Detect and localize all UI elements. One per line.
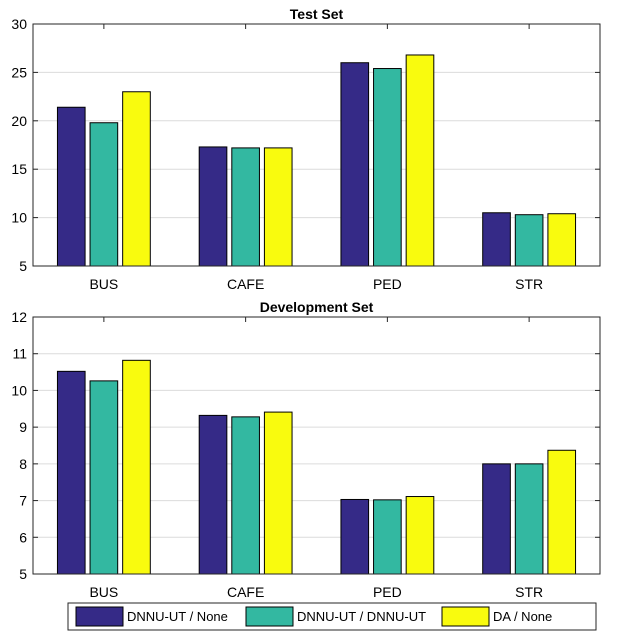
bar-bus-series-2 <box>89 380 119 575</box>
y-tick-label: 30 <box>11 16 27 32</box>
bar-cafe-series-1 <box>198 146 228 267</box>
y-tick-label: 11 <box>12 346 27 362</box>
y-tick-label: 6 <box>19 529 27 545</box>
legend-label-1: DNNU-UT / None <box>127 609 228 624</box>
y-tick-label: 7 <box>19 493 27 509</box>
axes-border <box>32 23 601 267</box>
y-tick-label: 20 <box>11 113 27 129</box>
x-tick-label: BUS <box>89 584 118 600</box>
bar-bus-series-1 <box>56 370 86 575</box>
bar-ped-series-2 <box>373 68 402 267</box>
bar-ped-series-1 <box>340 62 370 267</box>
legend-box <box>67 602 597 631</box>
bar-str-series-2 <box>514 214 544 267</box>
bar-bus-series-2 <box>89 122 119 267</box>
y-tick-label: 8 <box>19 456 27 472</box>
legend-label-3: DA / None <box>493 609 552 624</box>
bar-str-series-2 <box>514 463 544 575</box>
bar-ped-series-3 <box>405 496 435 575</box>
bar-cafe-series-2 <box>231 416 260 575</box>
y-tick-label: 10 <box>11 382 27 398</box>
bar-ped-series-3 <box>405 54 435 267</box>
x-tick-label: STR <box>515 584 543 600</box>
axes-border <box>32 316 601 575</box>
y-tick-label: 5 <box>19 258 27 274</box>
legend-swatch-2 <box>245 606 294 627</box>
bar-str-series-1 <box>482 463 511 575</box>
bar-str-series-3 <box>547 449 577 575</box>
x-tick-label: BUS <box>89 276 118 292</box>
y-tick-label: 9 <box>19 419 27 435</box>
y-tick-label: 25 <box>11 64 27 80</box>
bar-str-series-1 <box>482 212 511 267</box>
bar-ped-series-1 <box>340 498 370 575</box>
bar-str-series-3 <box>547 213 577 267</box>
bar-bus-series-1 <box>56 106 86 267</box>
bar-ped-series-2 <box>373 499 402 575</box>
bar-bus-series-3 <box>122 91 151 267</box>
chart-2: 5 6 7 8 9 10 11 12 BUS CAFE PED STR Development Set <box>11 299 601 600</box>
bar-cafe-series-3 <box>263 411 293 575</box>
x-tick-label: CAFE <box>227 276 264 292</box>
bar-cafe-series-3 <box>263 147 293 267</box>
x-tick-label: PED <box>373 584 402 600</box>
chart-title: Test Set <box>290 6 344 22</box>
y-tick-label: 10 <box>11 210 27 226</box>
legend: DNNU-UT / None DNNU-UT / DNNU-UT DA / None <box>67 602 597 631</box>
y-tick-label: 12 <box>11 309 27 325</box>
x-tick-label: STR <box>515 276 543 292</box>
y-tick-label: 5 <box>19 566 27 582</box>
y-tick-label: 15 <box>11 161 27 177</box>
chart-title: Development Set <box>260 299 374 315</box>
bar-cafe-series-2 <box>231 147 260 267</box>
bar-cafe-series-1 <box>198 414 228 575</box>
legend-swatch-1 <box>75 606 124 627</box>
legend-label-2: DNNU-UT / DNNU-UT <box>297 609 426 624</box>
x-tick-label: CAFE <box>227 584 264 600</box>
bar-bus-series-3 <box>122 359 151 575</box>
chart-1: 5 10 15 20 25 30 BUS CAFE PED STR Test Set <box>11 6 601 292</box>
legend-swatch-3 <box>441 606 490 627</box>
x-tick-label: PED <box>373 276 402 292</box>
